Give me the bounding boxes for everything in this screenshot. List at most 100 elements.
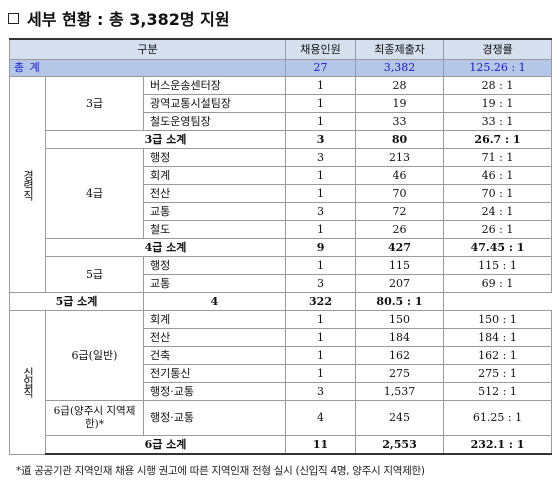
subtotal-applicants: 322 <box>285 292 357 311</box>
dept-cell: 광역교통시설팀장 <box>142 94 287 113</box>
recruitment-table: 구분 채용인원 최종제출자 경쟁률 총 계 27 3,382 125.26 : … <box>8 38 553 455</box>
dept-cell: 교통 <box>142 274 287 293</box>
grade-5-label: 5급 <box>45 256 144 293</box>
hires-cell: 4 <box>285 400 357 436</box>
grand-total-applicants: 3,382 <box>355 59 445 77</box>
checkbox-square-icon <box>8 12 19 24</box>
subtotal-applicants: 427 <box>355 238 445 257</box>
subtotal-label: 3급 소계 <box>44 130 287 149</box>
dept-cell: 건축 <box>142 346 287 365</box>
ratio-cell: 69 : 1 <box>443 274 553 293</box>
ratio-cell: 162 : 1 <box>443 346 553 365</box>
ratio-cell: 61.25 : 1 <box>443 400 553 436</box>
dept-cell: 전기통신 <box>142 364 287 383</box>
applicants-cell: 275 <box>355 364 445 383</box>
table-row: 경력직 3급 버스운송센터장 1 28 28 : 1 <box>9 76 553 293</box>
applicants-cell: 115 <box>355 256 445 275</box>
hires-cell: 1 <box>285 364 357 383</box>
table-row: 회계 1 46 46 : 1 <box>10 166 553 185</box>
hires-cell: 1 <box>285 310 357 329</box>
subtotal-label: 5급 소계 <box>9 292 144 311</box>
dept-cell: 버스운송센터장 <box>142 76 287 95</box>
group-career-cell: 경력직 <box>9 76 46 293</box>
hires-cell: 1 <box>285 166 357 185</box>
dept-cell: 행정 <box>142 256 287 275</box>
dept-cell: 철도 <box>142 220 287 239</box>
subtotal-hires: 11 <box>285 435 357 455</box>
hires-cell: 1 <box>285 184 357 203</box>
header-category: 구분 <box>8 38 287 60</box>
subtotal-ratio: 80.5 : 1 <box>355 292 445 311</box>
table-row: 신입직 6급(일반) 회계 1 150 150 : 1 <box>9 310 553 455</box>
ratio-cell: 33 : 1 <box>443 112 553 131</box>
header-hires: 채용인원 <box>285 38 357 60</box>
applicants-cell: 162 <box>355 346 445 365</box>
header-applicants: 최종제출자 <box>355 38 445 60</box>
footnote: *道 공공기관 지역인재 채용 시행 권고에 따른 지역인재 전형 실시 (신입… <box>16 465 425 477</box>
page-title: 세부 현황 : 총 3,382명 지원 <box>8 6 230 30</box>
hires-cell: 1 <box>285 112 357 131</box>
subtotal-row-6: 6급 소계 11 2,553 232.1 : 1 <box>10 435 553 455</box>
subtotal-hires: 3 <box>285 130 357 149</box>
dept-cell: 철도운영팀장 <box>142 112 287 131</box>
subtotal-label: 6급 소계 <box>44 435 287 455</box>
hires-cell: 1 <box>285 328 357 347</box>
dept-cell: 행정·교통 <box>142 400 287 436</box>
hires-cell: 3 <box>285 382 357 401</box>
applicants-cell: 184 <box>355 328 445 347</box>
group-new-label: 신입직 <box>21 367 35 398</box>
dept-cell: 전산 <box>142 328 287 347</box>
applicants-cell: 70 <box>355 184 445 203</box>
ratio-cell: 24 : 1 <box>443 202 553 221</box>
grade-6-label: 6급(일반) <box>45 310 144 401</box>
hires-cell: 3 <box>285 148 357 167</box>
subtotal-row-5: 5급 소계 4 322 80.5 : 1 <box>9 292 552 311</box>
ratio-cell: 115 : 1 <box>443 256 553 275</box>
grand-total-ratio: 125.26 : 1 <box>443 59 553 77</box>
applicants-cell: 28 <box>355 76 445 95</box>
ratio-cell: 46 : 1 <box>443 166 553 185</box>
subtotal-ratio: 26.7 : 1 <box>443 130 553 149</box>
applicants-cell: 213 <box>355 148 445 167</box>
hires-cell: 1 <box>285 76 357 95</box>
applicants-cell: 72 <box>355 202 445 221</box>
table-header-row: 구분 채용인원 최종제출자 경쟁률 <box>8 38 553 60</box>
ratio-cell: 70 : 1 <box>443 184 553 203</box>
grand-total-row: 총 계 27 3,382 125.26 : 1 <box>8 59 553 77</box>
grade-3-label: 3급 <box>45 76 144 131</box>
subtotal-row-4: 4급 소계 9 427 47.45 : 1 <box>10 238 553 257</box>
grade-4-label: 4급 <box>45 148 144 239</box>
ratio-cell: 275 : 1 <box>443 364 553 383</box>
ratio-cell: 184 : 1 <box>443 328 553 347</box>
subtotal-applicants: 2,553 <box>355 435 445 455</box>
grade-6-regional-label: 6급(양주시 지역제한)* <box>45 400 144 436</box>
subtotal-applicants: 80 <box>355 130 445 149</box>
applicants-cell: 245 <box>355 400 445 436</box>
subtotal-hires: 9 <box>285 238 357 257</box>
page-title-text: 세부 현황 : 총 3,382명 지원 <box>27 10 230 29</box>
dept-cell: 행정 <box>142 148 287 167</box>
applicants-cell: 19 <box>355 94 445 113</box>
group-career-label: 경력직 <box>21 169 35 200</box>
hires-cell: 3 <box>285 202 357 221</box>
subtotal-ratio: 47.45 : 1 <box>443 238 553 257</box>
applicants-cell: 26 <box>355 220 445 239</box>
ratio-cell: 150 : 1 <box>443 310 553 329</box>
ratio-cell: 71 : 1 <box>443 148 553 167</box>
grand-total-hires: 27 <box>285 59 357 77</box>
ratio-cell: 19 : 1 <box>443 94 553 113</box>
applicants-cell: 33 <box>355 112 445 131</box>
table-row: 5급 행정 1 115 115 : 1 <box>10 256 553 293</box>
dept-cell: 행정·교통 <box>142 382 287 401</box>
applicants-cell: 1,537 <box>355 382 445 401</box>
subtotal-ratio: 232.1 : 1 <box>443 435 553 455</box>
hires-cell: 1 <box>285 346 357 365</box>
subtotal-hires: 4 <box>142 292 287 311</box>
hires-cell: 1 <box>285 220 357 239</box>
group-new-cell: 신입직 <box>9 310 46 455</box>
ratio-cell: 28 : 1 <box>443 76 553 95</box>
subtotal-row-3: 3급 소계 3 80 26.7 : 1 <box>10 130 553 149</box>
table-row: 전산 1 184 184 : 1 <box>10 328 553 347</box>
header-ratio: 경쟁률 <box>443 38 553 60</box>
dept-cell: 회계 <box>142 166 287 185</box>
